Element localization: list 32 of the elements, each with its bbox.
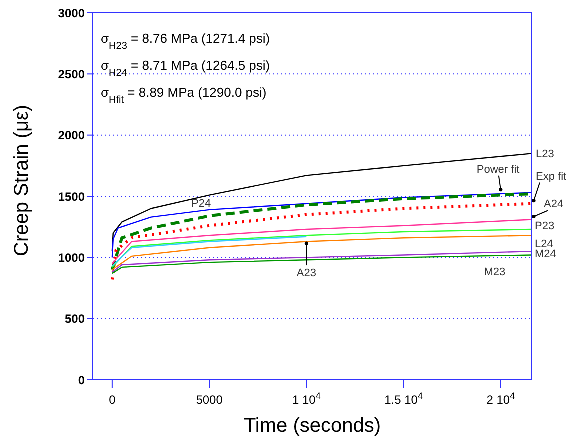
y-tick-label: 500 (64, 312, 86, 326)
x-tick-label: 5000 (196, 393, 224, 407)
y-tick-label: 2500 (58, 67, 86, 82)
line-series (112, 228, 532, 268)
x-tick-label: 1.5 10$^{4}$ (384, 391, 423, 407)
line-series (112, 219, 532, 264)
annotation: Power fit (476, 164, 520, 176)
annotation: σ$_{Hfit}$ = 8.89 MPa (1290.0 psi) (101, 85, 267, 106)
x-axis-title: Time (seconds) (244, 415, 382, 437)
y-tick-label: 1500 (58, 190, 86, 204)
annotation: Exp fit (536, 170, 567, 183)
line-series (112, 236, 308, 267)
x-tick-label: 0 (109, 393, 116, 407)
line-series (112, 192, 532, 258)
annotation: M24 (535, 248, 556, 261)
y-tick-label: 2000 (58, 128, 86, 143)
y-tick-label: 3000 (58, 6, 86, 20)
annotation: σ$_{H23}$ = 8.76 MPa (1271.4 psi) (101, 31, 270, 52)
x-tick-label: 1 10$^{4}$ (292, 391, 321, 407)
annotation: M23 (484, 266, 506, 279)
annotation: σ$_{H24}$ = 8.71 MPa (1264.5 psi) (101, 58, 270, 78)
y-axis-title: Creep Strain (με) (11, 104, 34, 256)
annotation: A23 (296, 268, 316, 280)
y-tick-label: 0 (78, 373, 86, 388)
annotation: L24 (535, 238, 554, 251)
y-tick-label: 1000 (58, 250, 86, 265)
x-tick-label: 2 10$^{4}$ (486, 391, 516, 407)
line-series (112, 153, 532, 252)
annotation: P23 (535, 220, 555, 233)
annotation: L23 (536, 148, 554, 161)
annotation: A24 (544, 198, 564, 211)
annotation: P24 (192, 198, 212, 210)
